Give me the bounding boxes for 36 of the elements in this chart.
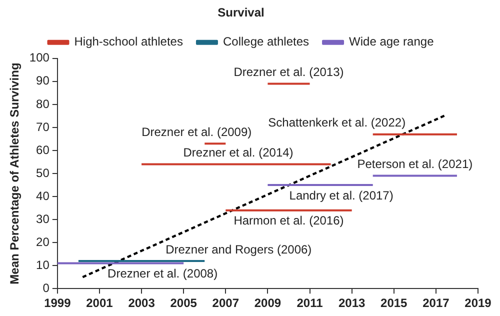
x-tick-label: 2009 bbox=[254, 296, 282, 310]
y-tick-label: 0 bbox=[42, 280, 50, 295]
x-tick-label: 2007 bbox=[212, 296, 240, 310]
x-tick-label: 2011 bbox=[296, 296, 324, 310]
annotation: Drezner et al. (2013) bbox=[234, 65, 344, 80]
annotation: Drezner et al. (2009) bbox=[142, 124, 252, 139]
y-tick-label: 100 bbox=[29, 50, 50, 65]
annotation: Drezner and Rogers (2006) bbox=[166, 242, 312, 256]
y-tick-label: 40 bbox=[36, 188, 50, 203]
legend-label: Wide age range bbox=[349, 34, 434, 49]
y-tick-label: 10 bbox=[36, 258, 50, 272]
annotation: Drezner et al. (2008) bbox=[108, 266, 218, 281]
x-tick-label: 2017 bbox=[422, 296, 450, 310]
y-tick-label: 90 bbox=[36, 74, 50, 88]
annotation: Landry et al. (2017) bbox=[289, 188, 394, 202]
x-tick-label: 2019 bbox=[464, 296, 492, 310]
x-tick-label: 2015 bbox=[380, 296, 408, 310]
y-tick-label: 50 bbox=[36, 166, 50, 180]
y-tick-label: 20 bbox=[36, 234, 50, 249]
annotation: Schattenkerk et al. (2022) bbox=[268, 116, 406, 130]
x-tick-label: 1999 bbox=[44, 296, 72, 310]
y-axis-title: Mean Percentage of Athletes Surviving bbox=[8, 62, 22, 284]
y-tick-label: 70 bbox=[36, 120, 50, 134]
annotation: Harmon et al. (2016) bbox=[234, 214, 344, 228]
annotation: Peterson et al. (2021) bbox=[357, 157, 473, 172]
y-tick-label: 80 bbox=[36, 96, 50, 111]
legend-label: College athletes bbox=[222, 34, 310, 49]
legend-label: High-school athletes bbox=[74, 34, 183, 49]
x-tick-label: 2005 bbox=[170, 296, 198, 310]
x-tick-label: 2003 bbox=[128, 296, 156, 310]
annotation: Drezner et al. (2014) bbox=[183, 146, 294, 160]
y-tick-label: 60 bbox=[36, 142, 50, 157]
x-tick-label: 2013 bbox=[338, 296, 366, 310]
x-tick-label: 2001 bbox=[86, 296, 114, 310]
y-tick-label: 30 bbox=[36, 212, 50, 226]
chart-title: Survival bbox=[218, 6, 264, 20]
